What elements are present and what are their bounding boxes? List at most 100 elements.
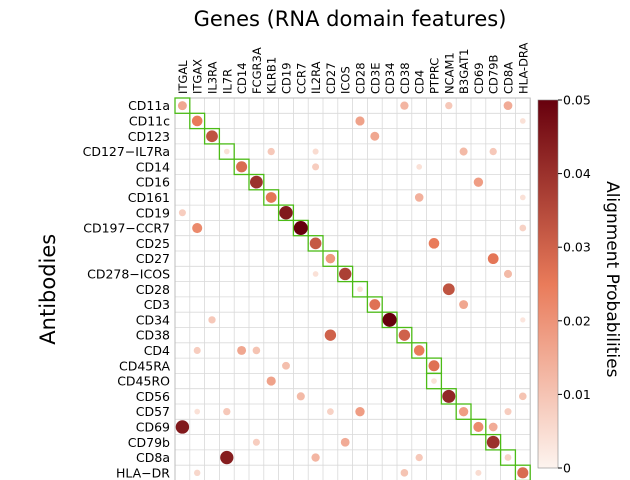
heatmap-point bbox=[355, 406, 365, 417]
column-label: FCGR3A bbox=[250, 47, 264, 94]
diagonal-match-box bbox=[248, 173, 265, 191]
column-label: PTPRC bbox=[428, 58, 442, 94]
heatmap-point bbox=[252, 346, 261, 355]
heatmap-point bbox=[191, 115, 203, 127]
diagonal-match-box bbox=[514, 464, 531, 480]
heatmap-point bbox=[324, 329, 337, 341]
heatmap-point bbox=[431, 378, 437, 384]
row-label: CD16 bbox=[136, 175, 170, 190]
heatmap-point bbox=[206, 130, 218, 143]
heatmap-point bbox=[370, 131, 380, 141]
heatmap-point bbox=[489, 147, 497, 156]
heatmap-point bbox=[194, 408, 201, 415]
heatmap-point bbox=[223, 407, 231, 416]
diagonal-match-box bbox=[322, 250, 339, 267]
column-label: ITGAX bbox=[191, 59, 205, 94]
row-label: CD69 bbox=[136, 419, 170, 434]
diagonal-match-box bbox=[277, 204, 295, 222]
heatmap-point bbox=[193, 346, 201, 354]
heatmap-point bbox=[442, 389, 456, 403]
diagonal-match-box bbox=[411, 342, 428, 359]
heatmap-point bbox=[325, 253, 336, 264]
heatmap-point bbox=[296, 392, 305, 401]
row-label: CD3 bbox=[144, 297, 170, 312]
heatmap-point bbox=[250, 175, 263, 189]
column-labels: ITGAL ITGAX IL3RA IL7R CD14 FCGR3A KLRB1 CD19 CC… bbox=[176, 43, 530, 94]
colorbar-tick-label: 0 bbox=[563, 461, 571, 476]
heatmap-point bbox=[282, 361, 290, 370]
heatmap-point bbox=[473, 177, 484, 187]
row-label: CD56 bbox=[136, 389, 170, 404]
diagonal-match-box bbox=[189, 112, 206, 130]
row-label: CD57 bbox=[136, 404, 170, 419]
heatmap-point bbox=[519, 194, 526, 201]
heatmap-point bbox=[442, 283, 455, 296]
heatmap-point bbox=[445, 101, 453, 110]
column-label: CD38 bbox=[398, 62, 412, 94]
diagonal-match-box bbox=[425, 372, 443, 390]
heatmap-point bbox=[428, 360, 440, 372]
heatmap-point bbox=[357, 286, 363, 293]
row-label: CD19 bbox=[136, 205, 170, 220]
row-label: CD197−CCR7 bbox=[83, 221, 170, 236]
diagonal-match-box bbox=[351, 280, 369, 298]
diagonal-match-box bbox=[440, 388, 457, 405]
column-label: CD28 bbox=[354, 62, 368, 94]
heatmap-point bbox=[311, 453, 320, 462]
diagonal-match-box bbox=[263, 189, 280, 206]
heatmap-point bbox=[177, 101, 187, 111]
heatmap-point bbox=[309, 237, 322, 250]
heatmap-point bbox=[415, 453, 423, 462]
grid-frame bbox=[174, 97, 531, 480]
heatmap-point bbox=[519, 118, 526, 124]
row-label: CD27 bbox=[136, 251, 170, 266]
heatmap-point bbox=[503, 101, 513, 111]
heatmap-point bbox=[459, 300, 469, 310]
column-label: CD69 bbox=[472, 62, 486, 94]
colorbar-gradient bbox=[537, 99, 559, 469]
heatmap-point bbox=[400, 469, 409, 477]
heatmap-point bbox=[312, 163, 320, 171]
heatmap-points bbox=[175, 101, 529, 479]
colorbar: 0 0.01 0.02 0.03 0.04 0.05 bbox=[537, 93, 591, 476]
row-label: HLA−DR bbox=[116, 465, 170, 480]
heatmap-point bbox=[355, 116, 365, 126]
heatmap-point bbox=[266, 376, 276, 386]
row-label: CD45RO bbox=[117, 374, 170, 389]
row-label: CD38 bbox=[136, 328, 170, 343]
column-label: ICOS bbox=[339, 66, 353, 94]
column-label: IL2RA bbox=[309, 61, 323, 94]
diagonal-match-box bbox=[233, 158, 250, 176]
row-labels: CD11aCD11cCD123CD127−IL7RaCD14CD16CD161C… bbox=[83, 98, 171, 480]
row-label: CD161 bbox=[128, 190, 170, 205]
row-label: CD127−IL7Ra bbox=[83, 144, 170, 159]
heatmap-point bbox=[192, 223, 203, 234]
heatmap-point bbox=[487, 253, 499, 265]
column-label: CD79B bbox=[487, 54, 501, 94]
column-label: CD3E bbox=[368, 63, 382, 94]
heatmap-point bbox=[504, 408, 512, 416]
diagonal-match-box bbox=[174, 97, 191, 114]
heatmap-point bbox=[312, 271, 319, 277]
column-label: CD19 bbox=[280, 62, 294, 94]
heatmap-point bbox=[428, 238, 440, 249]
colorbar-tick-label: 0.03 bbox=[563, 240, 591, 255]
diagonal-match-box bbox=[396, 326, 413, 344]
diagonal-match-box bbox=[485, 433, 502, 451]
row-label: CD278−ICOS bbox=[87, 266, 170, 281]
heatmap-point bbox=[265, 192, 277, 203]
heatmap-point bbox=[519, 224, 527, 232]
row-label: CD79b bbox=[128, 435, 170, 450]
diagonal-boxes bbox=[174, 97, 531, 480]
heatmap-point bbox=[339, 267, 352, 281]
heatmap-point bbox=[475, 469, 482, 476]
heatmap-point bbox=[398, 329, 411, 341]
column-label: IL3RA bbox=[206, 61, 220, 94]
heatmap-point bbox=[340, 437, 350, 447]
heatmap-point bbox=[267, 147, 275, 156]
column-label: CD34 bbox=[383, 62, 397, 94]
column-label: NCAM1 bbox=[442, 52, 456, 94]
heatmap-point bbox=[517, 467, 529, 479]
column-label: CCR7 bbox=[294, 63, 308, 94]
